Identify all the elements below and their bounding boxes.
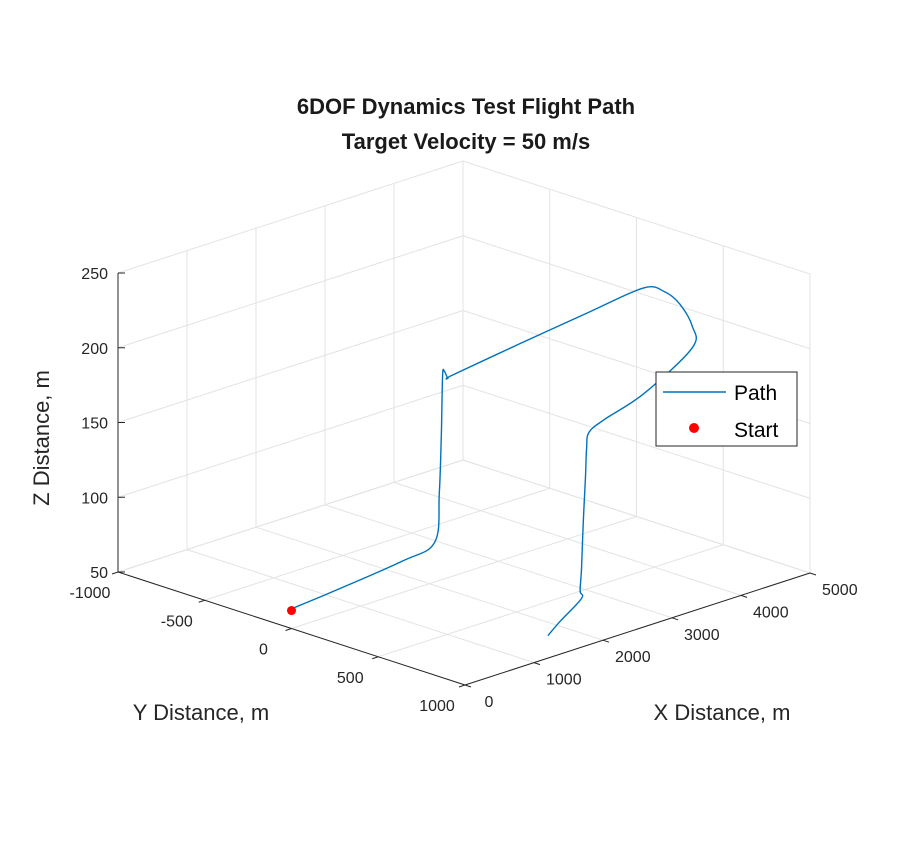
x-tick-mark: [533, 662, 541, 666]
grid-line: [117, 459, 464, 573]
flight-path-line: [290, 286, 698, 637]
grid-line: [117, 235, 464, 349]
z-axis-label: Z Distance, m: [29, 370, 54, 506]
grid-line: [462, 459, 811, 574]
grid-line: [117, 384, 464, 498]
x-tick-label: 1000: [546, 672, 582, 689]
grid-line: [117, 310, 464, 423]
z-tick-label: 250: [81, 266, 108, 283]
y-tick-label: 1000: [419, 698, 455, 715]
start-marker: [287, 606, 296, 616]
z-tick-label: 50: [90, 565, 108, 582]
x-tick-label: 2000: [615, 649, 651, 666]
x-tick-label: 4000: [753, 604, 789, 621]
y-tick-mark: [458, 684, 466, 688]
legend-box: [655, 371, 798, 447]
x-tick-mark: [809, 572, 817, 576]
grid-line: [291, 516, 637, 629]
x-tick-label: 3000: [684, 627, 720, 644]
grid-line: [462, 235, 811, 350]
y-axis-label: Y Distance, m: [133, 700, 270, 725]
z-tick-label: 200: [81, 341, 108, 358]
grid-line: [462, 160, 811, 275]
grid-line: [117, 160, 464, 274]
y-tick-label: 500: [337, 670, 364, 687]
legend: Path Start: [655, 371, 798, 447]
grid-line: [462, 384, 811, 499]
axis-lines: [111, 272, 817, 688]
x-axis-label: X Distance, m: [654, 700, 791, 725]
z-tick-label: 100: [81, 490, 108, 507]
x-tick-mark: [602, 639, 610, 643]
y-tick-mark: [285, 628, 292, 631]
legend-start-label: Start: [734, 419, 779, 442]
legend-path-label: Path: [734, 382, 777, 405]
chart-title-line-1: 6DOF Dynamics Test Flight Path: [297, 94, 635, 119]
data-layer: [287, 286, 698, 637]
y-tick-mark: [372, 656, 379, 660]
y-tick-label: 0: [259, 642, 268, 659]
y-tick-mark: [198, 599, 205, 603]
grid-line: [378, 544, 724, 658]
grid-lines: [117, 160, 811, 686]
x-tick-label: 5000: [822, 582, 858, 599]
x-tick-mark: [464, 684, 472, 688]
tick-labels: 0 1000 2000 3000 4000 5000 -1000 -500 0 500 1000 50…: [70, 266, 858, 715]
chart-title-line-2: Target Velocity = 50 m/s: [342, 129, 590, 154]
x-axis-line: [464, 572, 811, 686]
legend-start-marker: [689, 423, 699, 433]
y-tick-label: -500: [161, 613, 193, 630]
x-tick-mark: [740, 594, 748, 598]
y-tick-label: -1000: [70, 585, 111, 602]
y-tick-mark: [111, 571, 119, 575]
z-tick-label: 150: [81, 416, 108, 433]
x-tick-label: 0: [485, 694, 494, 711]
x-tick-mark: [671, 617, 679, 621]
grid-line: [204, 487, 550, 601]
